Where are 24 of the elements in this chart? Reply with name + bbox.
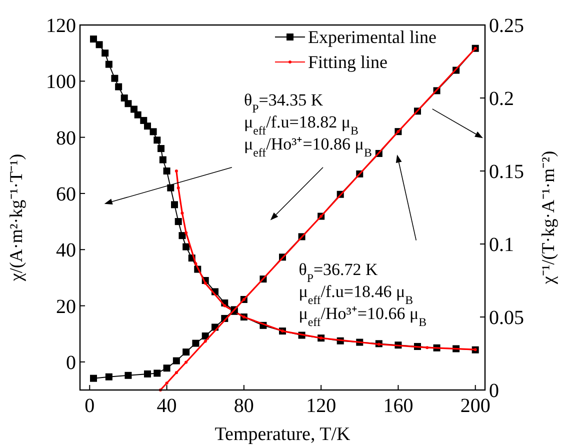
x-tick-label: 0 [84,395,95,417]
y2-tick-label: 0.15 [489,161,524,183]
y2-tick-label: 0 [489,380,499,402]
x-axis-title: Temperature, T/K [214,424,351,445]
y-tick-label: 40 [56,240,76,262]
y-tick-label: 0 [66,352,76,374]
y-axis-title: χ/(A·m²·kg⁻¹·T⁻¹) [6,154,26,282]
legend-label: Experimental line [308,27,436,47]
y-tick-label: 80 [56,127,76,150]
y-tick-label: 100 [46,71,76,94]
legend-label: Fitting line [308,52,388,72]
x-tick-label: 120 [306,395,336,417]
x-tick-label: 160 [383,395,414,417]
y-tick-label: 120 [46,15,76,37]
y2-tick-label: 0.25 [489,15,524,37]
y2-tick-label: 0.1 [489,234,514,256]
x-tick-label: 200 [460,395,490,417]
y2-tick-label: 0.2 [489,88,514,110]
x-tick-label: 40 [156,395,177,417]
y2-tick-label: 0.05 [489,307,524,329]
x-tick-label: 80 [234,395,254,417]
y2-axis-title: χ⁻¹/(T·kg·A⁻¹·m⁻²) [538,150,558,286]
y-tick-label: 20 [56,296,76,318]
y-tick-label: 60 [56,183,76,206]
